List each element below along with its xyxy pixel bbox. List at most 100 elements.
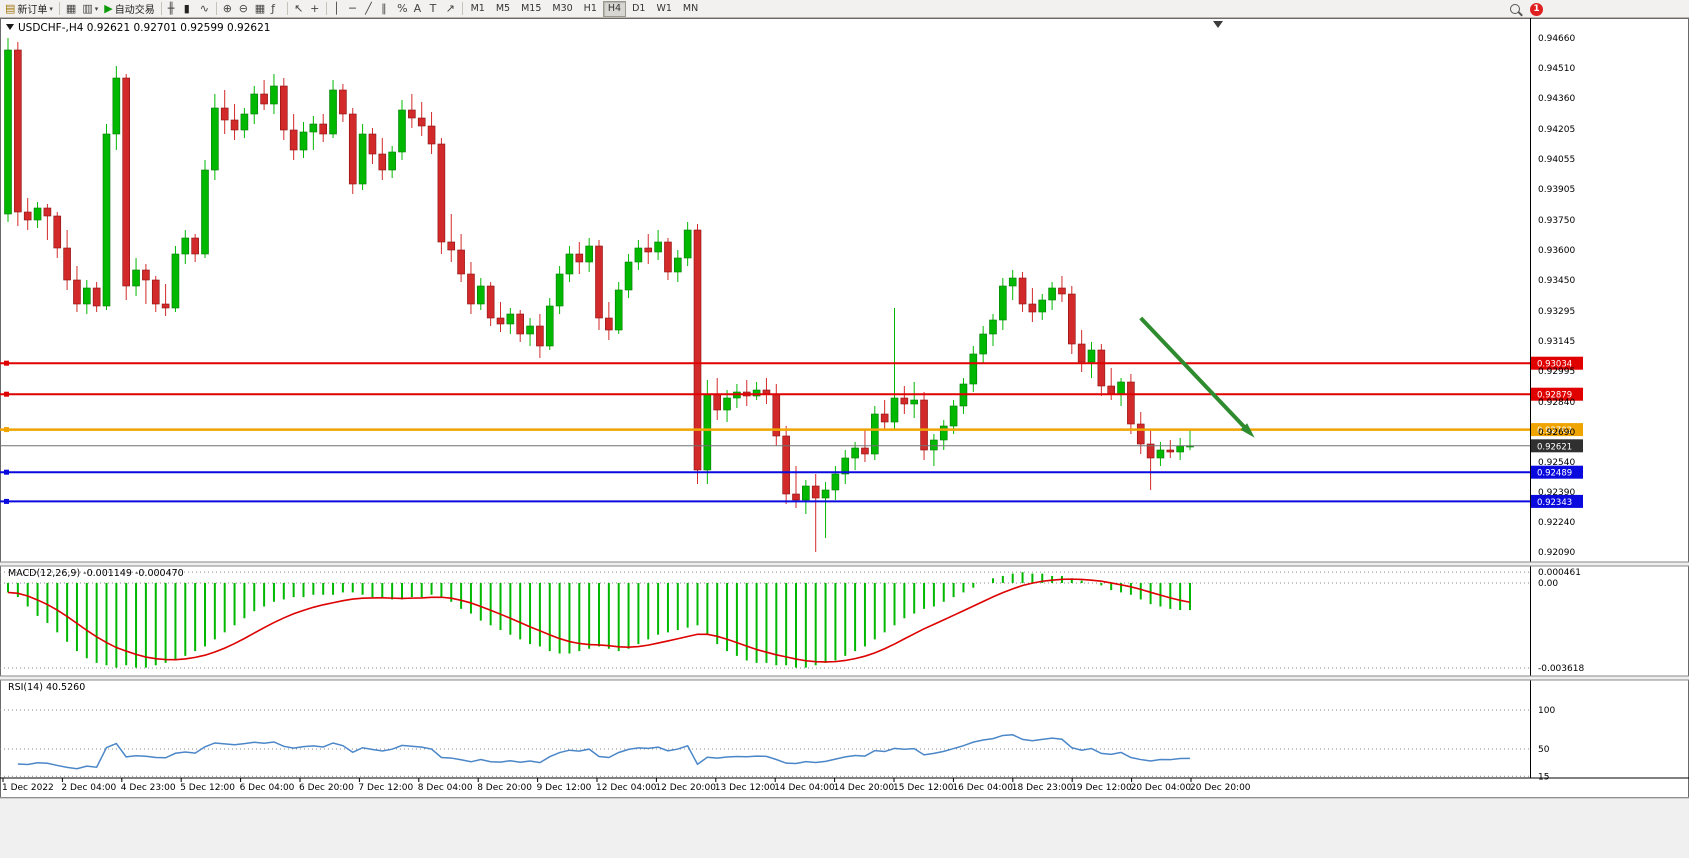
candle (949, 405, 958, 427)
chart-window-button[interactable]: ▦ (63, 1, 79, 17)
text-icon: A (413, 2, 422, 15)
trendline-button[interactable]: ╱ (362, 1, 378, 17)
timeframe-m5-button[interactable]: M5 (491, 1, 515, 17)
search-icon[interactable] (1510, 4, 1520, 14)
toolbar-separator (58, 2, 60, 15)
candle (703, 393, 712, 471)
candle (595, 245, 603, 319)
toolbar-separator (461, 2, 463, 15)
rsi-label: RSI(14) 40.5260 (8, 682, 85, 693)
price-axis-label: 0.93145 (1538, 337, 1575, 347)
new-order-label: 新订单 (17, 5, 48, 16)
price-axis[interactable]: 0.94660 0.94510 0.94360 0.94205 0.94055 0.939… (1538, 34, 1584, 782)
vertical-line-button[interactable]: │ (330, 1, 346, 17)
level-anchor[interactable] (4, 427, 9, 433)
candle (605, 317, 613, 331)
time-axis-label: 12 Dec 04:00 (596, 783, 657, 793)
svg-text:0.92621: 0.92621 (1537, 442, 1572, 452)
timeframe-d1-button[interactable]: D1 (627, 1, 650, 17)
crosshair-button[interactable]: + (307, 1, 323, 17)
arrows-tool-button[interactable]: ↗ (443, 1, 459, 17)
timeframe-m1-button[interactable]: M1 (466, 1, 490, 17)
zoom-out-icon: ⊖ (238, 2, 248, 15)
macd-panel (0, 571, 1530, 669)
text-button[interactable]: A (411, 1, 427, 17)
price-tag-0.92621 (1531, 439, 1583, 453)
chevron-down-icon: ▾ (49, 4, 53, 13)
timeframe-group: M1 M5 M15 M30 H1 H4 D1 W1 MN (466, 0, 704, 17)
chart-shift-marker[interactable] (1213, 21, 1223, 28)
timeframe-w1-button[interactable]: W1 (651, 1, 676, 17)
timeframe-m30-button[interactable]: M30 (547, 1, 577, 17)
cursor-button[interactable]: ↖ (291, 1, 307, 17)
auto-trading-button[interactable]: ▶ 自动交易 (101, 1, 157, 17)
equidistant-channel-button[interactable]: ∥ (378, 1, 394, 17)
svg-text:0.92489: 0.92489 (1537, 469, 1572, 479)
time-axis-label: 13 Dec 12:00 (715, 783, 776, 793)
toolbar-separator (287, 2, 289, 15)
candle (299, 131, 308, 151)
notification-badge[interactable]: 1 (1530, 2, 1543, 16)
candle (585, 245, 593, 263)
zoom-out-button[interactable]: ⊖ (236, 1, 252, 17)
text-label-button[interactable]: T (427, 1, 443, 17)
time-axis-label: 4 Dec 23:00 (121, 783, 176, 793)
candle (673, 257, 682, 273)
horizontal-line-button[interactable]: ─ (346, 1, 362, 17)
auto-trading-label: 自动交易 (114, 5, 155, 16)
fibonacci-icon: % (397, 2, 408, 15)
candle (1136, 423, 1145, 445)
panel-separator-rsi[interactable] (0, 675, 1689, 681)
bar-chart-button[interactable]: ╫ (165, 1, 181, 17)
timeframe-m15-button[interactable]: M15 (516, 1, 546, 17)
chart-window[interactable]: USDCHF-,H4 0.92621 0.92701 0.92599 0.926… (0, 18, 1689, 858)
profiles-button[interactable]: ▥ ▾ (79, 1, 101, 17)
candle (279, 85, 288, 131)
svg-text:0.92879: 0.92879 (1537, 391, 1572, 401)
time-axis-label: 14 Dec 04:00 (774, 783, 835, 793)
candle (545, 305, 554, 347)
candle (496, 317, 505, 325)
candlestick-chart-button[interactable]: ▮ (181, 1, 197, 17)
timeframe-h4-button[interactable]: H4 (602, 0, 627, 17)
candle (1127, 381, 1135, 425)
candle (693, 229, 702, 471)
panel-separator-macd[interactable] (0, 561, 1689, 567)
arrow-line[interactable] (1139, 316, 1251, 434)
price-tag-0.92489 (1531, 465, 1583, 479)
trend-arrow-annotation[interactable] (1139, 316, 1255, 438)
indicators-button[interactable]: ƒ (268, 1, 284, 17)
level-anchor[interactable] (4, 498, 9, 504)
price-axis-label: 0.94660 (1538, 34, 1575, 44)
time-axis-label: 8 Dec 04:00 (418, 783, 473, 793)
candle (132, 269, 140, 287)
level-anchor[interactable] (4, 391, 9, 397)
price-tag-0.92879 (1531, 387, 1583, 401)
time-axis-label: 8 Dec 20:00 (477, 783, 532, 793)
symbol-dropdown-icon[interactable] (6, 24, 14, 30)
candle (516, 313, 525, 335)
chevron-down-icon: ▾ (94, 4, 99, 13)
timeframe-h1-button[interactable]: H1 (579, 1, 602, 17)
candle (723, 397, 731, 411)
candle (388, 151, 396, 171)
price-axis-label: 0.92840 (1538, 398, 1575, 408)
line-chart-button[interactable]: ∿ (197, 1, 213, 17)
tile-windows-button[interactable]: ▦ (252, 1, 268, 17)
candle (171, 253, 180, 309)
zoom-in-button[interactable]: ⊕ (220, 1, 236, 17)
fibonacci-button[interactable]: % (394, 1, 410, 17)
candle (1087, 349, 1096, 363)
trendline-icon: ╱ (365, 2, 372, 15)
candlestick-series (4, 38, 1194, 552)
candle (358, 133, 367, 185)
timeframe-mn-button[interactable]: MN (678, 1, 703, 17)
new-order-button[interactable]: ▤ 新订单 ▾ (2, 1, 56, 17)
candle (752, 389, 761, 397)
candle (408, 109, 416, 119)
level-anchor[interactable] (4, 360, 9, 366)
price-axis-label: 0.93905 (1538, 185, 1575, 195)
bottom-strip (0, 798, 1689, 858)
level-anchor[interactable] (4, 469, 9, 475)
time-axis[interactable]: 1 Dec 2022 2 Dec 04:00 4 Dec 23:00 5 Dec 12… (0, 777, 1689, 793)
